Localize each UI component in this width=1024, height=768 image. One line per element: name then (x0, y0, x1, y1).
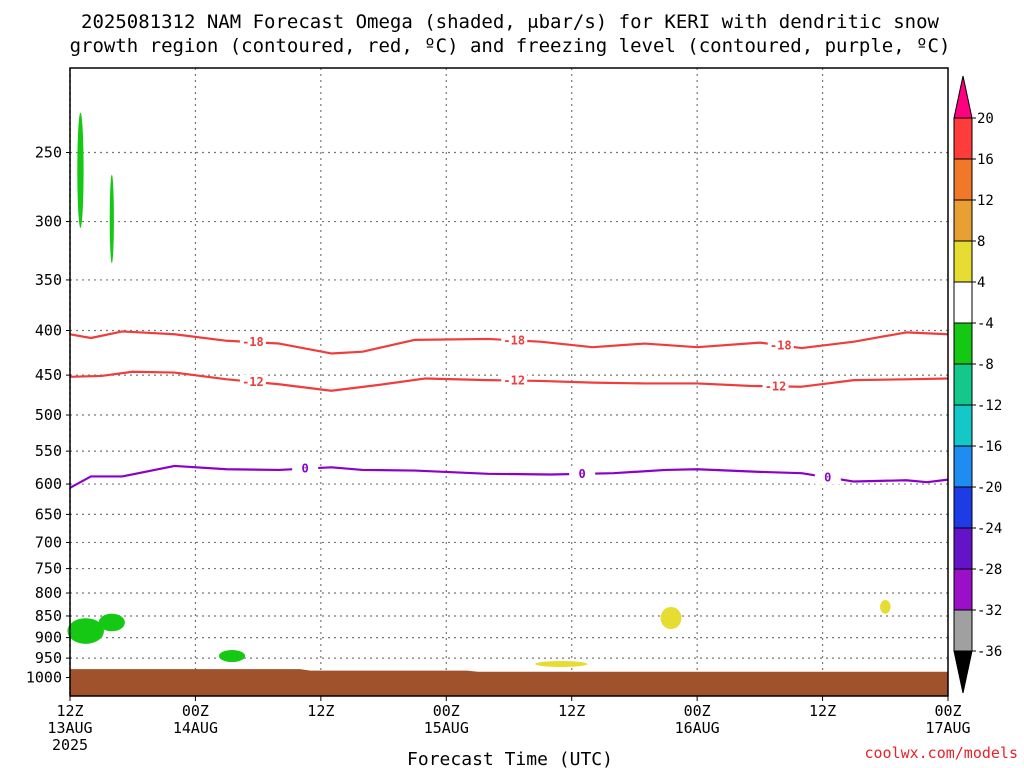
red-contour-line (69, 330, 949, 355)
yellow-shaded-region (535, 661, 588, 668)
colorbar-label: 4 (977, 275, 985, 291)
y-tick-label: 950 (35, 649, 62, 667)
contour-label-bg (239, 374, 266, 389)
credit-text: coolwx.com/models (864, 744, 1018, 762)
colorbar-swatch (953, 158, 973, 201)
contour-label: 0 (302, 462, 309, 476)
x-tick-label: 12Z (307, 702, 334, 720)
green-shaded-region (77, 112, 84, 228)
colorbar-label: 12 (977, 193, 994, 209)
x-tick-label: 16AUG (675, 719, 720, 737)
y-tick-label: 300 (35, 213, 62, 231)
colorbar: 20 16 12 8 4 -4 -8 -12 -16 -20 -24 -28 -32 -36 (953, 75, 1002, 694)
y-tick-label: 250 (35, 144, 62, 162)
colorbar-swatch (953, 117, 973, 160)
colorbar-label: -16 (977, 439, 1002, 455)
x-tick-label: 17AUG (925, 719, 970, 737)
y-tick-label: 450 (35, 366, 62, 384)
red-contour-line (69, 370, 949, 392)
y-tick-label: 500 (35, 406, 62, 424)
colorbar-label: -24 (977, 521, 1002, 537)
contour-label: 0 (824, 470, 831, 484)
colorbar-bottom-arrow (953, 650, 973, 694)
colorbar-swatch (953, 404, 973, 447)
x-tick-label: 00Z (934, 702, 961, 720)
x-tick-label: 00Z (433, 702, 460, 720)
contour-label-bg (239, 335, 266, 350)
green-shaded-region (67, 618, 104, 644)
colorbar-swatch (953, 568, 973, 611)
x-tick-label: 2025 (52, 736, 88, 754)
y-tick-label: 900 (35, 629, 62, 647)
terrain-fill (70, 669, 948, 696)
x-tick-label: 00Z (684, 702, 711, 720)
colorbar-label: 20 (977, 111, 994, 127)
colorbar-label: -28 (977, 562, 1002, 578)
contour-label-bg (501, 373, 528, 388)
x-tick-label: 12Z (809, 702, 836, 720)
colorbar-label: -4 (977, 316, 994, 332)
colorbar-swatch (953, 445, 973, 488)
colorbar-label: -8 (977, 357, 994, 373)
y-tick-label: 700 (35, 533, 62, 551)
colorbar-swatch (953, 527, 973, 570)
y-tick-label: 650 (35, 505, 62, 523)
contour-label: -12 (765, 379, 787, 393)
colorbar-label: 8 (977, 234, 985, 250)
colorbar-label: 16 (977, 152, 994, 168)
colorbar-label: -20 (977, 480, 1002, 496)
y-tick-label: 1000 (26, 669, 62, 687)
contour-label: -12 (242, 375, 264, 389)
contour-label: -12 (503, 374, 525, 388)
x-tick-label: 00Z (182, 702, 209, 720)
y-tick-label: 600 (35, 475, 62, 493)
colorbar-swatch (953, 240, 973, 283)
x-tick-label: 12Z (558, 702, 585, 720)
contour-label-bg (292, 461, 319, 476)
contour-label-bg (814, 470, 841, 485)
y-tick-label: 750 (35, 560, 62, 578)
contour-label-bg (767, 338, 794, 353)
purple-contour-line (69, 464, 949, 489)
x-tick-label: 12Z (56, 702, 83, 720)
colorbar-swatch (953, 199, 973, 242)
y-tick-label: 850 (35, 607, 62, 625)
yellow-shaded-region (660, 606, 682, 630)
contour-label: -18 (503, 333, 525, 347)
yellow-shaded-region (880, 600, 891, 614)
colorbar-label: -36 (977, 644, 1002, 660)
contour-label: -18 (242, 335, 264, 349)
y-tick-label: 550 (35, 442, 62, 460)
contour-label: -18 (770, 338, 792, 352)
green-shaded-region (98, 613, 125, 632)
y-tick-label: 350 (35, 271, 62, 289)
colorbar-swatch (953, 609, 973, 652)
chart-title-line-2: growth region (contoured, red, ºC) and f… (70, 35, 951, 57)
y-tick-label: 400 (35, 322, 62, 340)
contour-label-bg (762, 379, 789, 394)
colorbar-swatch (953, 322, 973, 365)
colorbar-label: -12 (977, 398, 1002, 414)
contour-label-bg (501, 333, 528, 348)
colorbar-swatch (953, 363, 973, 406)
contour-label-bg (569, 466, 596, 481)
green-shaded-region (109, 174, 114, 264)
y-tick-label: 800 (35, 584, 62, 602)
colorbar-swatch (953, 281, 973, 324)
colorbar-label: -32 (977, 603, 1002, 619)
chart-title-line-1: 2025081312 NAM Forecast Omega (shaded, μ… (81, 11, 939, 33)
colorbar-swatch (953, 486, 973, 529)
x-tick-label: 15AUG (424, 719, 469, 737)
green-shaded-region (218, 650, 246, 663)
colorbar-top-arrow (953, 75, 973, 119)
contour-label: 0 (579, 467, 586, 481)
x-axis-label: Forecast Time (UTC) (407, 749, 613, 768)
x-tick-label: 13AUG (47, 719, 92, 737)
x-tick-label: 14AUG (173, 719, 218, 737)
plot-area: -18 -18 -18 -12 -12 -12 0 0 0 250 300 350 400 450 500 5… (26, 67, 971, 754)
